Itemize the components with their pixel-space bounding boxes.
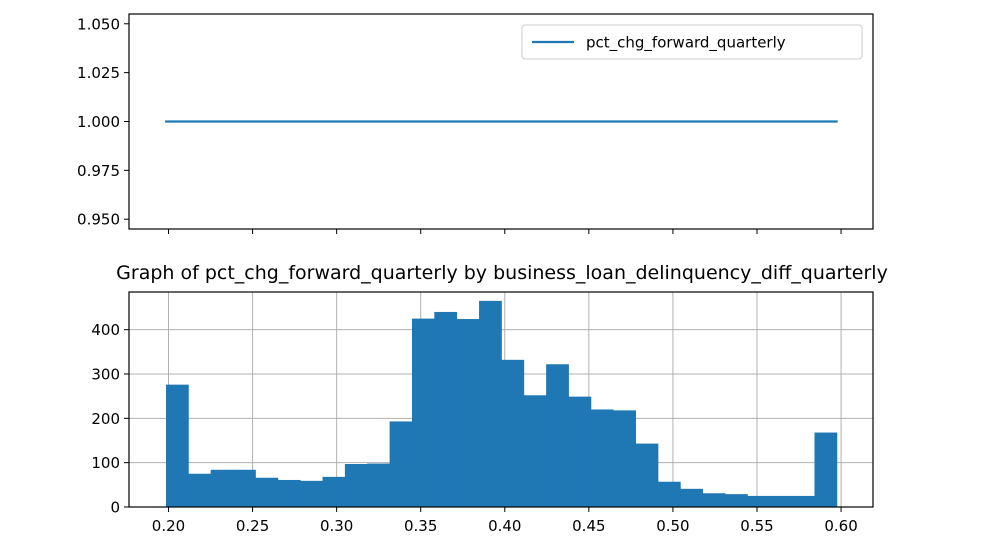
histogram-panel: Graph of pct_chg_forward_quarterly by bu… — [91, 262, 887, 535]
line-chart-panel: 0.950 0.975 1.000 1.025 1.050 pct_chg_forwar… — [77, 13, 874, 234]
x-tick-label: 0.60 — [824, 517, 857, 535]
legend-series-label: pct_chg_forward_quarterly — [586, 34, 786, 53]
histogram-bar — [165, 384, 189, 507]
histogram-bar — [680, 488, 704, 507]
x-tick-label: 0.30 — [320, 517, 353, 535]
histogram-bar — [233, 469, 256, 507]
x-tick-label: 0.25 — [236, 517, 269, 535]
legend: pct_chg_forward_quarterly — [521, 24, 863, 60]
histogram-bar — [792, 495, 815, 507]
chart-title: Graph of pct_chg_forward_quarterly by bu… — [116, 262, 888, 284]
y-tick-label: 200 — [91, 410, 120, 428]
histogram-bar — [456, 319, 480, 507]
histogram-bar — [725, 494, 748, 507]
histogram-bar — [568, 396, 592, 507]
histogram-bar — [769, 495, 793, 507]
histogram-bar — [657, 481, 681, 507]
x-tick-label: 0.50 — [656, 517, 689, 535]
x-tick-label: 0.35 — [404, 517, 437, 535]
histogram-frame — [128, 291, 874, 508]
histogram-bar — [613, 410, 636, 507]
histogram-axes: 0 100 200 300 400 0.20 0.25 0.30 0.35 0.40 0.45 0.5… — [91, 291, 874, 535]
histogram-bar — [210, 469, 234, 507]
histogram-bar — [255, 477, 279, 507]
histogram-bar — [546, 364, 569, 507]
legend-frame — [521, 24, 863, 60]
histogram-bar — [411, 318, 435, 507]
histogram-bar — [590, 409, 614, 507]
y-tick-label: 0 — [110, 499, 120, 517]
histogram-bar — [277, 479, 301, 507]
y-tick-label: 1.050 — [77, 15, 120, 33]
histogram-bar — [501, 359, 525, 507]
y-tick-label: 300 — [91, 366, 120, 384]
histogram-bar — [322, 476, 346, 507]
histogram-bar — [367, 463, 391, 507]
histogram-bar — [523, 395, 547, 507]
y-tick-label: 1.025 — [77, 64, 120, 82]
line-chart-axes: 0.950 0.975 1.000 1.025 1.050 — [77, 13, 874, 234]
x-tick-label: 0.45 — [572, 517, 605, 535]
x-tick-label: 0.40 — [488, 517, 521, 535]
histogram-bar — [702, 493, 726, 507]
histogram-bar — [814, 432, 838, 507]
histogram-bar — [747, 495, 771, 507]
x-tick-label: 0.55 — [740, 517, 773, 535]
histogram-bar — [479, 300, 502, 507]
histogram-bar — [188, 473, 212, 507]
x-tick-label: 0.20 — [152, 517, 185, 535]
y-tick-label: 0.975 — [77, 162, 120, 180]
histogram-bar — [389, 421, 413, 507]
histogram-bar — [635, 443, 659, 507]
histogram-bar — [300, 480, 323, 507]
y-tick-label: 0.950 — [77, 211, 120, 229]
histogram-bar — [434, 311, 458, 507]
y-tick-label: 400 — [91, 321, 120, 339]
y-tick-label: 1.000 — [77, 113, 120, 131]
y-tick-label: 100 — [91, 454, 120, 472]
histogram-bar — [344, 464, 368, 507]
histogram-bars — [165, 300, 838, 507]
